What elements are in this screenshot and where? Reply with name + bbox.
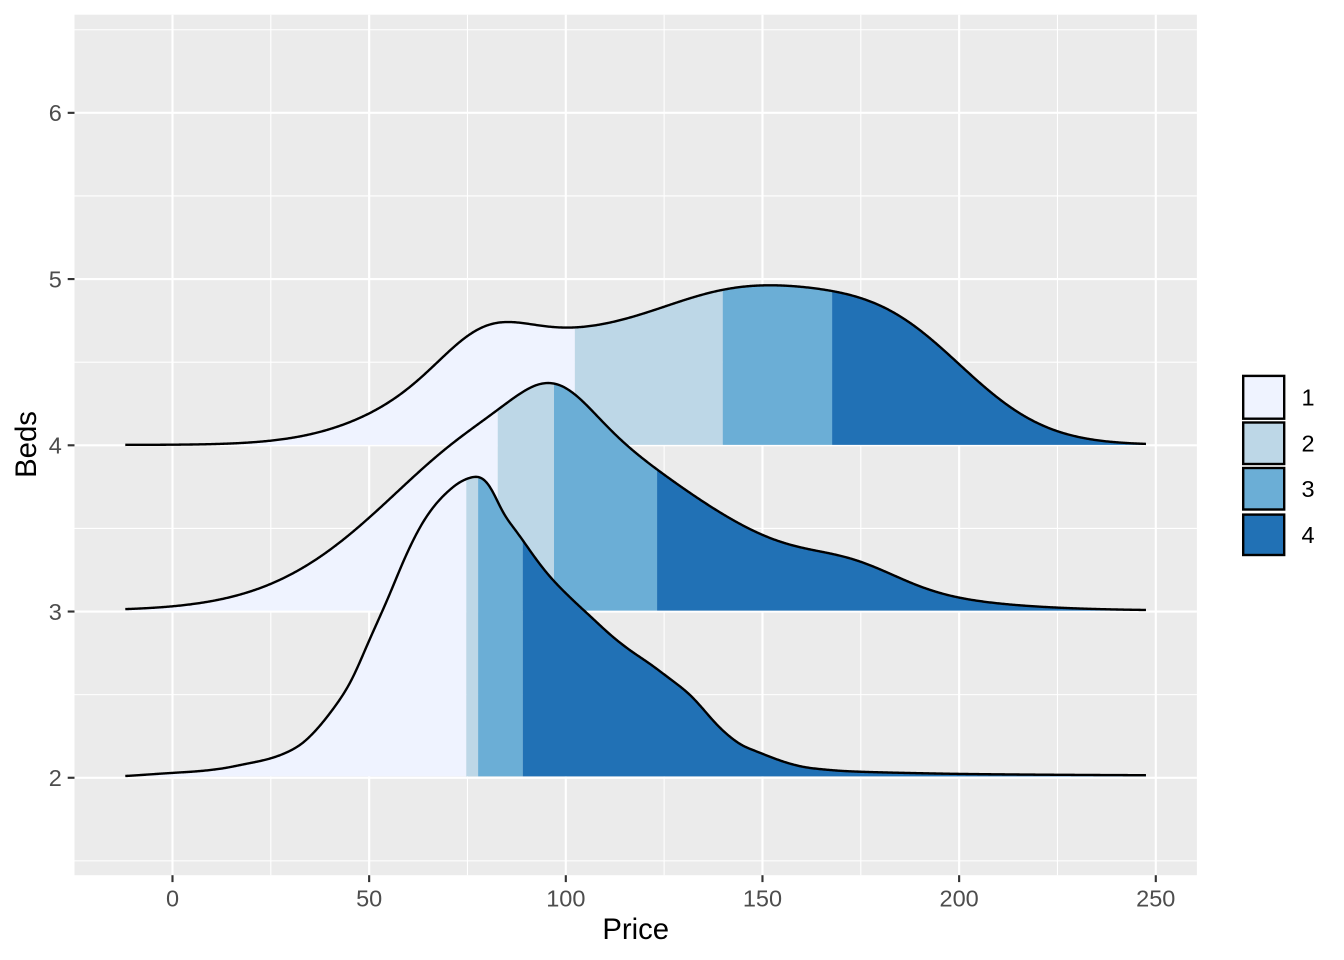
svg-text:3: 3 xyxy=(49,599,62,625)
svg-text:6: 6 xyxy=(49,100,62,126)
svg-text:150: 150 xyxy=(743,885,782,911)
svg-text:3: 3 xyxy=(1302,476,1315,502)
svg-text:4: 4 xyxy=(49,433,62,459)
svg-text:5: 5 xyxy=(49,266,62,292)
svg-text:4: 4 xyxy=(1302,522,1315,548)
svg-text:50: 50 xyxy=(356,885,382,911)
svg-text:200: 200 xyxy=(940,885,979,911)
svg-text:250: 250 xyxy=(1136,885,1175,911)
svg-text:Price: Price xyxy=(602,913,669,946)
svg-text:0: 0 xyxy=(166,885,179,911)
svg-text:2: 2 xyxy=(1302,431,1315,457)
svg-text:1: 1 xyxy=(1302,385,1315,411)
svg-text:2: 2 xyxy=(49,765,62,791)
svg-text:100: 100 xyxy=(546,885,585,911)
svg-text:Beds: Beds xyxy=(10,411,43,478)
